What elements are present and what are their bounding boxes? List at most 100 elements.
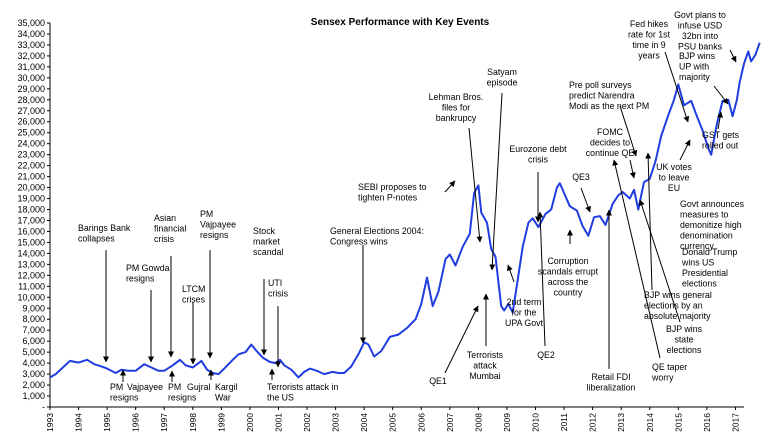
x-tick-label: 1997 [159, 413, 169, 432]
y-tick-label: 13,000 [17, 259, 45, 269]
event-annotation-text: episode [487, 78, 518, 88]
event-annotation-text: QE2 [537, 350, 555, 360]
event-annotation: General Elections 2004:Congress wins [330, 226, 424, 344]
event-annotation-text: scandal [253, 247, 283, 257]
event-arrow [645, 152, 653, 291]
event-annotation-text: Eurozone debt [509, 144, 567, 154]
y-tick-label: 24,000 [17, 139, 45, 149]
event-annotation-text: Lehman Bros. [429, 92, 484, 102]
event-annotation-text: Gujral [187, 382, 211, 392]
event-annotation-text: resigns [126, 274, 155, 284]
event-annotation-text: elections [667, 345, 702, 355]
event-annotation-text: War [215, 393, 231, 403]
y-tick-label: 14,000 [17, 248, 45, 258]
x-axis-ticks: 1993 1994 1995 1996 1997 1998 1999 2000 2001 2002… [45, 407, 740, 432]
event-annotation-text: PM [168, 382, 181, 392]
x-tick-label: 2016 [702, 413, 712, 432]
x-tick-label: 2004 [359, 413, 369, 432]
y-tick-label: 29,000 [17, 84, 45, 94]
y-tick-label: 21,000 [17, 172, 45, 182]
event-annotation-text: decides to [590, 138, 630, 148]
event-annotation-text: QE taper [652, 362, 687, 372]
event-annotation-text: currency [680, 241, 714, 251]
y-tick-label: 7,000 [22, 325, 45, 335]
event-annotation-text: to leave [659, 173, 690, 183]
event-arrow [729, 49, 737, 63]
event-annotation-text: LTCM [182, 284, 205, 294]
event-arrow [717, 111, 723, 130]
event-annotation-text: Satyam [487, 67, 517, 77]
event-annotation-text: crises [182, 295, 206, 305]
event-annotation-text: collapses [78, 234, 115, 244]
x-tick-label: 2001 [273, 413, 283, 432]
x-tick-label: 1996 [131, 413, 141, 432]
y-tick-label: 11,000 [18, 281, 45, 291]
x-tick-label: 2009 [502, 413, 512, 432]
chart-axes [49, 23, 744, 408]
event-arrow [444, 180, 456, 193]
y-tick-label: 25,000 [17, 128, 45, 138]
y-tick-label: 3,000 [22, 369, 45, 379]
event-annotation-text: Asian [154, 213, 176, 223]
event-annotation-text: country [554, 288, 583, 298]
event-annotation-text: Pre poll surveys [569, 80, 632, 90]
event-annotation-text: Terrorists [467, 350, 504, 360]
event-annotation-text: Donald Trump [682, 247, 737, 257]
x-tick-label: 2008 [473, 413, 483, 432]
x-tick-label: 2000 [245, 413, 255, 432]
event-annotation-text: denomination [680, 231, 733, 241]
y-tick-label: 5,000 [22, 347, 45, 357]
event-annotation-text: Presidential [682, 268, 728, 278]
event-annotation-text: FOMC [597, 127, 624, 137]
event-arrow [537, 211, 546, 347]
x-tick-label: 1994 [74, 413, 84, 432]
event-annotation-text: PSU banks [678, 42, 723, 52]
event-arrow [468, 127, 483, 243]
event-annotation-text: files for [442, 103, 470, 113]
y-tick-label: 35,000 [17, 18, 45, 28]
y-tick-label: 27,000 [17, 106, 45, 116]
event-annotation-text: resigns [200, 230, 229, 240]
event-annotation-text: 32bn into [682, 31, 718, 41]
event-annotation-text: Kargil [215, 382, 238, 392]
event-annotation-text: BJP wins [679, 51, 716, 61]
event-annotation-text: 2nd term [507, 297, 542, 307]
y-tick-label: 33,000 [17, 40, 45, 50]
event-arrow [580, 187, 591, 213]
event-annotation-text: Govt announces [680, 199, 745, 209]
y-tick-label: 22,000 [17, 161, 45, 171]
y-tick-label: 30,000 [17, 73, 45, 83]
y-tick-label: 9,000 [22, 303, 45, 313]
event-arrow [444, 305, 479, 374]
event-arrow [664, 51, 690, 123]
event-annotation-text: crisis [528, 155, 549, 165]
y-tick-label: 28,000 [17, 95, 45, 105]
event-annotation-text: Barings Bank [78, 223, 131, 233]
event-annotation-text: UP with [679, 62, 709, 72]
y-tick-label: 8,000 [22, 314, 45, 324]
y-tick-label: 19,000 [17, 194, 45, 204]
event-annotation-text: UPA Govt [505, 318, 544, 328]
event-annotation-text: Vajpayee [200, 220, 236, 230]
event-annotation-text: Modi as the next PM [569, 101, 649, 111]
y-tick-label: 20,000 [17, 183, 45, 193]
event-annotation-text: rate for 1st [628, 30, 671, 40]
event-annotation: QE3 [572, 172, 591, 213]
event-annotation-text: Terrorists attack in [267, 382, 338, 392]
event-annotation-text: rolled out [702, 141, 739, 151]
y-tick-label: 15,000 [17, 237, 45, 247]
